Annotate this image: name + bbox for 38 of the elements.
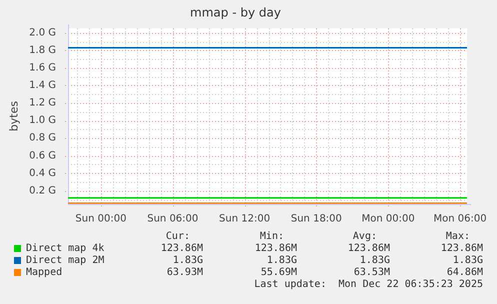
x-tick-label: Sun 06:00 (147, 214, 198, 225)
text: 123.86M (440, 243, 483, 255)
y-tick-label: 1.0 G (29, 115, 56, 126)
text: 63.93M (166, 267, 203, 279)
text: 1.83G (360, 255, 390, 267)
text: 64.86M (446, 267, 483, 279)
text: 123.86M (254, 243, 297, 255)
text: 1.83G (172, 255, 203, 267)
y-tick-label: 1.8 G (29, 44, 56, 56)
text: 123.86M (160, 243, 203, 255)
chart-title: mmap - by day (190, 5, 281, 20)
text: 123.86M (348, 243, 390, 255)
y-tick-label: 0.6 G (29, 150, 56, 162)
x-tick-label: Sun 00:00 (75, 214, 126, 225)
y-tick-label: 1.6 G (29, 62, 56, 74)
y-tick-label: 0.4 G (29, 168, 56, 179)
text: Cur: (166, 231, 190, 243)
text: Max: (446, 231, 470, 243)
x-tick-label: Sun 18:00 (290, 214, 342, 225)
text: Avg: (352, 231, 377, 243)
y-tick-label: 0.2 G (29, 185, 56, 196)
text: 1.83G (266, 255, 297, 267)
text: Last update: Mon Dec 22 06:35:23 2025 (254, 279, 483, 291)
x-tick-label: Mon 00:00 (362, 214, 415, 225)
y-axis-title: bytes (7, 100, 20, 132)
y-tick-label: 2.0 G (29, 27, 56, 38)
legend-label: Direct map 2M (26, 255, 104, 267)
y-tick-label: 1.4 G (29, 80, 56, 92)
legend-label: Mapped (26, 267, 62, 279)
text: 63.53M (354, 267, 390, 279)
y-tick-label: 0.8 G (29, 132, 56, 144)
text: 1.83G (452, 255, 483, 267)
x-tick-label: Mon 06:00 (433, 214, 487, 225)
y-tick-label: 1.2 G (29, 98, 56, 109)
text: 55.69M (260, 267, 297, 279)
legend-label: Direct map 4k (26, 243, 104, 255)
text: Min: (260, 231, 284, 243)
x-tick-label: Sun 12:00 (219, 214, 270, 225)
